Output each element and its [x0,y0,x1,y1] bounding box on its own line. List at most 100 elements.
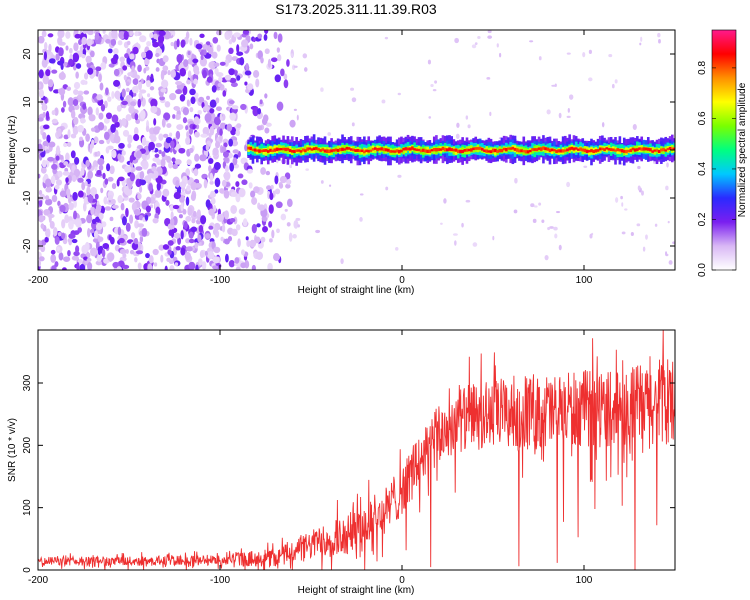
signal-cell [640,147,644,151]
noise-speck [152,33,158,40]
noise-speck [93,230,99,239]
signal-cell [505,147,508,152]
signal-cell [262,149,266,153]
noise-speck [569,94,574,100]
noise-speck [328,184,332,187]
noise-speck [45,69,51,77]
signal-cell [542,146,545,150]
signal-cell [439,148,443,151]
noise-speck [231,56,238,61]
noise-speck [242,30,250,35]
noise-speck [221,179,227,187]
noise-speck [198,96,205,103]
signal-cell [271,149,274,152]
noise-speck [90,187,98,197]
noise-speck [80,118,86,124]
noise-speck [199,154,207,162]
noise-speck [214,177,221,188]
noise-speck [67,129,71,139]
noise-speck [68,47,73,54]
noise-speck [73,42,79,52]
noise-speck [170,140,175,149]
noise-speck [95,107,99,116]
noise-speck [216,72,224,78]
signal-cell [631,147,635,151]
noise-speck [125,87,130,93]
noise-speck [111,30,118,39]
noise-speck [58,252,64,261]
signal-cell [341,147,344,151]
noise-speck [49,220,55,229]
noise-speck [57,36,63,46]
noise-speck [96,94,103,101]
noise-speck [302,53,308,59]
noise-speck [116,178,120,187]
noise-speck [190,181,198,191]
noise-speck [289,119,296,128]
noise-speck [209,108,215,114]
noise-speck [640,36,643,42]
noise-speck [621,202,624,207]
noise-speck [566,115,571,118]
noise-speck [188,147,194,153]
noise-speck [109,63,115,68]
y-tick-label: 200 [22,437,33,454]
y-tick-label: 0 [22,147,33,153]
noise-speck [549,226,554,229]
noise-speck [107,252,115,262]
noise-speck [276,228,280,234]
noise-speck [145,80,151,88]
signal-cell [625,149,628,154]
noise-speck [140,51,147,59]
noise-speck [212,256,220,264]
signal-cell [496,150,499,153]
noise-speck [79,136,84,142]
signal-cell [282,147,285,151]
signal-cell [378,147,381,151]
noise-speck [186,99,190,107]
noise-speck [541,219,545,224]
noise-speck [255,78,260,88]
noise-speck [90,228,95,234]
noise-speck [177,236,182,245]
noise-speck [200,215,207,225]
signal-cell [275,147,279,152]
noise-speck [305,168,309,171]
noise-speck [224,238,230,245]
noise-speck [204,250,208,256]
noise-speck [102,243,110,250]
noise-speck [234,257,240,264]
noise-speck [58,72,66,81]
noise-speck [271,229,275,239]
noise-speck [72,52,80,63]
signal-cell [596,149,600,152]
noise-speck [103,196,108,205]
noise-speck [229,162,235,172]
noise-speck [165,136,173,144]
noise-speck [187,207,193,216]
noise-speck [127,143,132,149]
noise-speck [171,157,176,163]
noise-speck [636,223,641,227]
noise-speck [180,39,185,48]
noise-speck [100,187,104,194]
noise-speck [262,225,268,233]
noise-speck [95,204,102,211]
noise-speck [230,204,238,214]
noise-speck [89,50,95,58]
noise-speck [123,30,129,41]
noise-speck [558,112,562,119]
noise-speck [213,226,218,234]
noise-speck [151,166,157,172]
snr-panel: -200 -100 0 100 0 100 200 300 Height of straig… [7,329,676,596]
noise-speck [152,157,160,162]
signal-cell [502,147,506,151]
signal-cell [249,146,253,151]
noise-speck [194,183,202,188]
noise-speck [632,124,637,131]
signal-cell [509,147,512,150]
signal-cell [266,150,270,153]
noise-speck [170,228,175,239]
noise-speck [125,114,132,121]
noise-speck [129,69,138,79]
